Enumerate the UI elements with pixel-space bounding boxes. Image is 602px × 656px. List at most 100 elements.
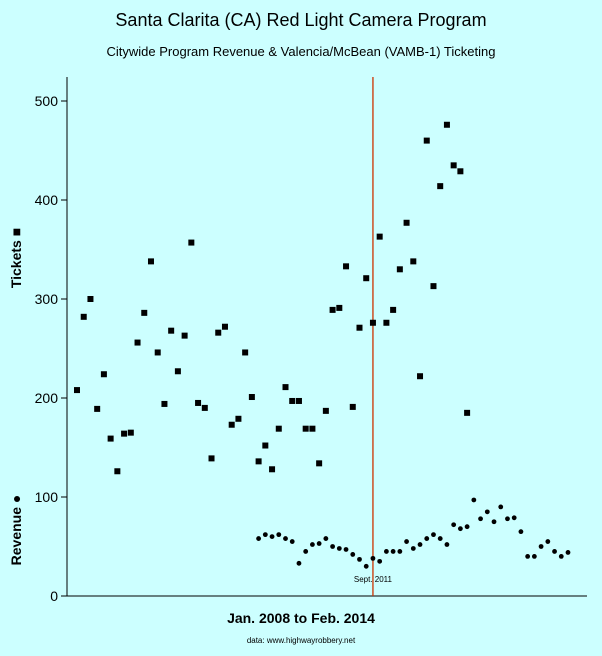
ticket-point <box>255 458 262 465</box>
revenue-point <box>498 504 504 510</box>
y-tick-label: 200 <box>35 390 59 406</box>
revenue-point <box>545 539 551 544</box>
revenue-point <box>424 536 430 541</box>
event-line: Sept. 2011 <box>354 77 393 596</box>
event-annotation: Sept. 2011 <box>354 575 393 584</box>
ticket-point <box>275 425 282 432</box>
revenue-point <box>262 532 268 538</box>
revenue-point <box>558 554 564 559</box>
ticket-point <box>437 183 444 190</box>
revenue-series <box>256 497 571 569</box>
chart-title: Santa Clarita (CA) Red Light Camera Prog… <box>115 10 487 30</box>
ticket-point <box>80 313 87 320</box>
revenue-point <box>404 539 409 544</box>
ticket-point <box>403 219 410 226</box>
ticket-point <box>295 397 302 404</box>
ticket-point <box>127 429 134 436</box>
revenue-point <box>310 542 315 547</box>
revenue-point <box>457 526 463 532</box>
ticket-point <box>343 263 350 270</box>
ticket-point <box>228 421 235 428</box>
ticket-point <box>161 400 168 407</box>
ticket-point <box>107 435 114 442</box>
revenue-point <box>357 556 362 562</box>
ticket-point <box>114 468 121 475</box>
ticket-point <box>457 168 464 175</box>
revenue-point <box>370 555 376 561</box>
ticket-point <box>423 137 430 144</box>
axes: 0 100 200 300 400 500 <box>35 77 587 604</box>
y-axis-title-revenue: Revenue ● <box>8 495 24 566</box>
ticket-point <box>376 233 383 240</box>
revenue-point <box>377 558 383 564</box>
ticket-point <box>168 327 175 334</box>
ticket-point <box>349 403 356 410</box>
ticket-point <box>282 384 289 391</box>
y-axis-title-tickets: Tickets ■ <box>8 228 24 288</box>
revenue-point <box>565 550 571 555</box>
ticket-point <box>262 442 269 449</box>
ticket-point <box>302 425 309 432</box>
chart-subtitle: Citywide Program Revenue & Valencia/McBe… <box>106 44 496 59</box>
ticket-point <box>383 319 390 326</box>
ticket-point <box>269 466 276 473</box>
ticket-point <box>396 266 403 273</box>
ticket-point <box>208 455 215 462</box>
ticket-point <box>329 306 336 313</box>
ticket-point <box>390 306 397 313</box>
revenue-point <box>538 544 544 549</box>
revenue-point <box>505 516 510 522</box>
revenue-point <box>323 536 329 541</box>
revenue-point <box>525 554 531 559</box>
revenue-point <box>316 541 322 546</box>
ticket-point <box>369 319 376 326</box>
y-tick-label: 500 <box>35 93 59 109</box>
ticket-point <box>410 258 417 265</box>
x-axis-title: Jan. 2008 to Feb. 2014 <box>227 610 375 626</box>
revenue-point <box>552 549 557 554</box>
ticket-point <box>464 409 471 416</box>
revenue-point <box>269 534 275 539</box>
revenue-point <box>383 549 389 554</box>
ticket-point <box>74 387 80 394</box>
ticket-point <box>188 239 195 246</box>
revenue-point <box>518 529 524 535</box>
revenue-point <box>336 546 342 551</box>
ticket-point <box>430 283 437 290</box>
ticket-point <box>235 415 242 422</box>
ticket-point <box>309 425 316 432</box>
revenue-point <box>531 554 537 559</box>
revenue-point <box>350 552 356 557</box>
revenue-point <box>330 544 335 549</box>
revenue-point <box>289 539 295 544</box>
ticket-point <box>195 399 202 406</box>
ticket-point <box>201 404 208 411</box>
revenue-point <box>276 532 282 538</box>
ticket-point <box>242 349 249 356</box>
ticket-point <box>174 368 181 375</box>
revenue-point <box>484 509 490 515</box>
ticket-point <box>417 373 424 380</box>
data-source-note: data: www.highwayrobbery.net <box>246 636 356 645</box>
revenue-point <box>464 524 470 530</box>
revenue-point <box>397 549 403 554</box>
ticket-point <box>336 304 343 311</box>
revenue-point <box>303 549 309 554</box>
revenue-point <box>256 536 262 541</box>
revenue-point <box>410 546 416 551</box>
ticket-point <box>141 309 148 316</box>
revenue-point <box>296 560 302 566</box>
revenue-point <box>444 542 450 547</box>
y-tick-label: 300 <box>35 291 59 307</box>
ticket-point <box>134 339 141 346</box>
ticket-point <box>87 296 94 302</box>
y-tick-label: 0 <box>50 588 58 604</box>
y-tick-label: 100 <box>35 489 59 505</box>
ticket-point <box>248 394 255 401</box>
ticket-point <box>450 162 457 169</box>
revenue-point <box>343 547 349 552</box>
revenue-point <box>431 532 436 538</box>
revenue-point <box>511 515 517 521</box>
y-tick-label: 400 <box>35 192 59 208</box>
